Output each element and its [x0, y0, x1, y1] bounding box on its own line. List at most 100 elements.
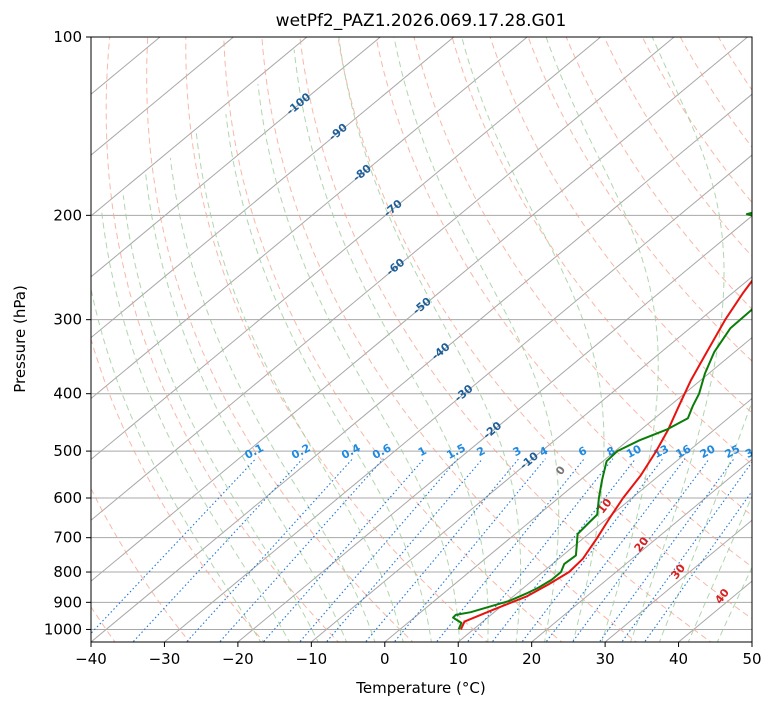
- mixing-ratio-label: 30: [743, 442, 763, 461]
- dry-adiabat-lines: [91, 37, 752, 642]
- x-tick-label: 20: [522, 650, 541, 668]
- dry-adiabat-line: [105, 37, 340, 642]
- moist-adiabat-line: [122, 195, 319, 642]
- isotherm-line: [604, 519, 752, 642]
- mixing-ratio-line: [491, 458, 636, 642]
- isotherm-line: [91, 37, 529, 400]
- dry-adiabat-line: [489, 37, 752, 414]
- mixing-ratio-line: [598, 458, 735, 642]
- mixing-ratio-lines: [91, 458, 752, 642]
- isotherm-line: [163, 154, 752, 642]
- dry-adiabat-line: [337, 37, 752, 620]
- dry-adiabat-line: [299, 37, 712, 642]
- moist-adiabat-line: [461, 37, 605, 642]
- dry-adiabat-line: [146, 37, 414, 642]
- isotherm-line: [91, 37, 675, 521]
- mixing-ratio-label: 13: [651, 442, 671, 461]
- x-tick-label: 0: [380, 650, 390, 668]
- isotherm-lines: [91, 37, 752, 642]
- mixing-ratio-line: [571, 458, 710, 642]
- x-tick-label: −20: [222, 650, 254, 668]
- moist-adiabat-line: [225, 114, 432, 642]
- isotherm-line: [91, 37, 235, 156]
- dry-adiabat-line: [565, 37, 752, 310]
- moist-adiabat-lines: [91, 37, 752, 642]
- x-tick-label: −10: [296, 650, 328, 668]
- isotherm-line: [457, 397, 752, 642]
- mixing-ratio-label: 16: [674, 442, 694, 461]
- dry-adiabat-line: [185, 37, 489, 642]
- profile-series: [452, 211, 752, 630]
- dry-adiabat-line: [527, 37, 752, 362]
- y-tick-label: 200: [53, 206, 82, 224]
- isotherm-line: [91, 37, 602, 461]
- y-tick-label: 500: [53, 442, 82, 460]
- moist-adiabat-line: [100, 208, 291, 642]
- moist-adiabat-line: [393, 37, 560, 642]
- mixing-ratio-line: [393, 458, 546, 642]
- mixing-ratio-line: [298, 458, 459, 642]
- moist-adiabat-line: [145, 173, 348, 642]
- moist-adiabat-line: [169, 157, 376, 642]
- moist-adiabat-line: [257, 83, 461, 642]
- moist-adiabat-line: [658, 400, 752, 642]
- x-axis: −40 −30 −20 −10 0 10 20 30 40 50: [75, 642, 762, 668]
- mixing-ratio-line: [545, 458, 686, 642]
- dewpoint-line: [452, 211, 752, 630]
- dry-adiabat-line: [91, 487, 191, 642]
- dry-adiabat-line: [375, 37, 752, 568]
- isobar-lines: [91, 37, 752, 630]
- isotherm-line: [91, 37, 455, 339]
- isotherm-line: [91, 37, 382, 278]
- mixing-ratio-line: [364, 458, 520, 642]
- dry-adiabat-line: [223, 37, 563, 642]
- isotherm-line: [530, 458, 752, 642]
- isotherm-line: [91, 93, 752, 642]
- y-axis: 100 200 300 400 500 600 700 800 900 1000: [44, 28, 91, 638]
- dry-adiabat-line: [261, 37, 638, 642]
- mixing-ratio-line: [325, 458, 484, 642]
- isotherm-line: [383, 337, 752, 642]
- y-tick-label: 300: [53, 311, 82, 329]
- moist-adiabat-line: [629, 37, 725, 642]
- mixing-ratio-label: 10: [624, 442, 644, 461]
- y-tick-label: 400: [53, 385, 82, 403]
- plot-frame: [90, 36, 753, 643]
- moist-adiabat-line: [195, 132, 404, 642]
- y-tick-label: 100: [53, 28, 82, 46]
- mixing-ratio-label: 25: [723, 442, 743, 461]
- x-axis-title: Temperature (°C): [355, 679, 485, 697]
- x-tick-label: 50: [742, 650, 761, 668]
- mixing-ratio-line: [91, 458, 257, 635]
- moist-adiabat-line: [545, 37, 659, 642]
- isotherm-line: [237, 215, 752, 642]
- x-tick-label: −30: [149, 650, 181, 668]
- moist-adiabat-line: [293, 49, 489, 642]
- y-tick-label: 600: [53, 489, 82, 507]
- y-axis-title: Pressure (hPa): [11, 285, 29, 393]
- y-tick-label: 700: [53, 529, 82, 547]
- dry-adiabat-line: [91, 337, 265, 642]
- x-tick-label: −40: [75, 650, 107, 668]
- moist-adiabat-line: [338, 37, 522, 642]
- isotherm-line: [91, 37, 308, 217]
- plot-area: -100-90-80-70-60-50-40-30-20-100.1 0.2 0.4…: [91, 37, 763, 642]
- mixing-ratio-line: [521, 458, 664, 642]
- dry-adiabat-line: [451, 37, 752, 465]
- y-tick-label: 1000: [44, 620, 82, 638]
- mixing-ratio-line: [185, 458, 354, 642]
- isotherm-line: [310, 276, 752, 642]
- temperature-line: [459, 279, 752, 630]
- mixing-ratio-line: [218, 458, 384, 642]
- x-tick-label: 10: [449, 650, 468, 668]
- mixing-ratio-line: [262, 458, 425, 642]
- mixing-ratio-label: 20: [698, 442, 718, 461]
- y-tick-label: 800: [53, 563, 82, 581]
- chart-title: wetPf2_PAZ1.2026.069.17.28.G01: [276, 11, 567, 31]
- moist-adiabat-line: [91, 286, 262, 642]
- x-tick-label: 40: [669, 650, 688, 668]
- x-tick-label: 30: [596, 650, 615, 668]
- y-tick-label: 900: [53, 593, 82, 611]
